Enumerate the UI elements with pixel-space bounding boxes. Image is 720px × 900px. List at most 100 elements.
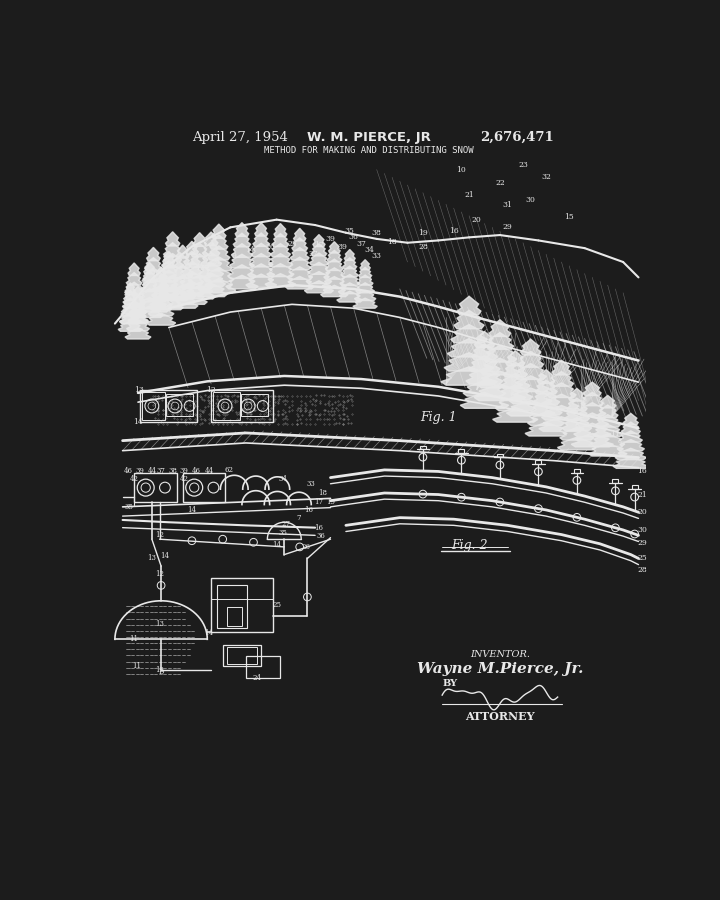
Polygon shape xyxy=(184,285,216,299)
Bar xyxy=(140,390,197,422)
Text: 10: 10 xyxy=(456,166,467,174)
Text: BY: BY xyxy=(442,680,457,688)
Bar xyxy=(420,446,426,449)
Polygon shape xyxy=(208,246,230,260)
Text: 33: 33 xyxy=(307,480,315,488)
Text: 39: 39 xyxy=(337,243,347,250)
Polygon shape xyxy=(541,405,582,420)
Polygon shape xyxy=(226,275,258,289)
Polygon shape xyxy=(206,256,232,271)
Polygon shape xyxy=(230,254,254,268)
Polygon shape xyxy=(233,233,251,247)
Bar xyxy=(166,394,194,416)
Polygon shape xyxy=(269,254,292,266)
Text: 11: 11 xyxy=(132,662,141,670)
Text: 18: 18 xyxy=(387,238,397,246)
Polygon shape xyxy=(138,297,162,309)
Polygon shape xyxy=(338,283,361,293)
Polygon shape xyxy=(310,253,328,266)
Polygon shape xyxy=(492,408,538,422)
Text: 14: 14 xyxy=(187,506,197,514)
Polygon shape xyxy=(305,281,333,292)
Bar xyxy=(535,460,541,464)
Polygon shape xyxy=(141,278,166,292)
Text: 24: 24 xyxy=(253,674,262,682)
Text: 35: 35 xyxy=(125,503,133,511)
Text: 25: 25 xyxy=(637,554,647,562)
Text: 16: 16 xyxy=(315,524,323,532)
Bar xyxy=(142,392,165,419)
Polygon shape xyxy=(537,370,555,383)
Polygon shape xyxy=(127,320,150,330)
Polygon shape xyxy=(204,232,218,246)
Polygon shape xyxy=(539,417,584,431)
Text: 38: 38 xyxy=(168,467,177,475)
Polygon shape xyxy=(521,339,541,355)
Polygon shape xyxy=(489,320,510,337)
Text: 22: 22 xyxy=(495,179,505,187)
Polygon shape xyxy=(569,389,585,401)
Polygon shape xyxy=(337,292,363,302)
Polygon shape xyxy=(323,276,346,288)
Text: 2,676,471: 2,676,471 xyxy=(480,130,554,144)
Polygon shape xyxy=(292,238,307,250)
Text: 13: 13 xyxy=(155,620,164,628)
Text: 20: 20 xyxy=(472,216,482,224)
Polygon shape xyxy=(120,313,141,324)
Polygon shape xyxy=(193,233,207,247)
Polygon shape xyxy=(136,306,163,318)
Polygon shape xyxy=(118,321,143,331)
Text: 12: 12 xyxy=(155,531,164,539)
Polygon shape xyxy=(328,242,340,253)
Text: April 27, 1954: April 27, 1954 xyxy=(192,130,288,144)
Polygon shape xyxy=(574,423,611,436)
Polygon shape xyxy=(544,394,579,409)
Polygon shape xyxy=(343,257,356,269)
Polygon shape xyxy=(152,285,171,297)
Polygon shape xyxy=(127,273,142,285)
Polygon shape xyxy=(483,346,517,362)
Text: 13: 13 xyxy=(148,554,156,562)
Polygon shape xyxy=(447,338,491,357)
Bar xyxy=(211,390,273,422)
Polygon shape xyxy=(161,261,176,273)
Polygon shape xyxy=(228,265,256,278)
Text: 44: 44 xyxy=(148,467,156,475)
Polygon shape xyxy=(341,266,358,277)
Text: 15: 15 xyxy=(564,213,574,221)
Text: 30: 30 xyxy=(637,526,647,534)
Polygon shape xyxy=(525,422,567,436)
Polygon shape xyxy=(583,382,601,395)
Text: 25: 25 xyxy=(287,239,297,248)
Text: 17: 17 xyxy=(314,241,324,249)
Text: 30: 30 xyxy=(526,196,536,204)
Polygon shape xyxy=(327,250,342,262)
Polygon shape xyxy=(147,313,176,325)
Polygon shape xyxy=(595,415,621,428)
Text: 12: 12 xyxy=(206,386,216,394)
Polygon shape xyxy=(124,291,137,301)
Polygon shape xyxy=(590,434,625,446)
Text: 11: 11 xyxy=(611,430,620,438)
Polygon shape xyxy=(320,285,348,297)
Polygon shape xyxy=(621,422,640,434)
Polygon shape xyxy=(313,235,325,247)
Polygon shape xyxy=(457,296,481,315)
Polygon shape xyxy=(202,279,236,292)
Polygon shape xyxy=(122,298,138,308)
Polygon shape xyxy=(150,294,172,307)
Polygon shape xyxy=(197,273,225,286)
Polygon shape xyxy=(140,280,158,292)
Polygon shape xyxy=(289,257,311,270)
Text: 26: 26 xyxy=(266,243,275,250)
Text: 34: 34 xyxy=(364,246,374,254)
Polygon shape xyxy=(532,391,559,404)
Bar xyxy=(134,473,176,502)
Polygon shape xyxy=(564,408,590,420)
Text: Fig. 1: Fig. 1 xyxy=(420,411,456,424)
Polygon shape xyxy=(125,283,143,294)
Polygon shape xyxy=(231,244,253,257)
Text: 12: 12 xyxy=(155,666,164,674)
Polygon shape xyxy=(290,248,309,260)
Polygon shape xyxy=(588,444,627,456)
